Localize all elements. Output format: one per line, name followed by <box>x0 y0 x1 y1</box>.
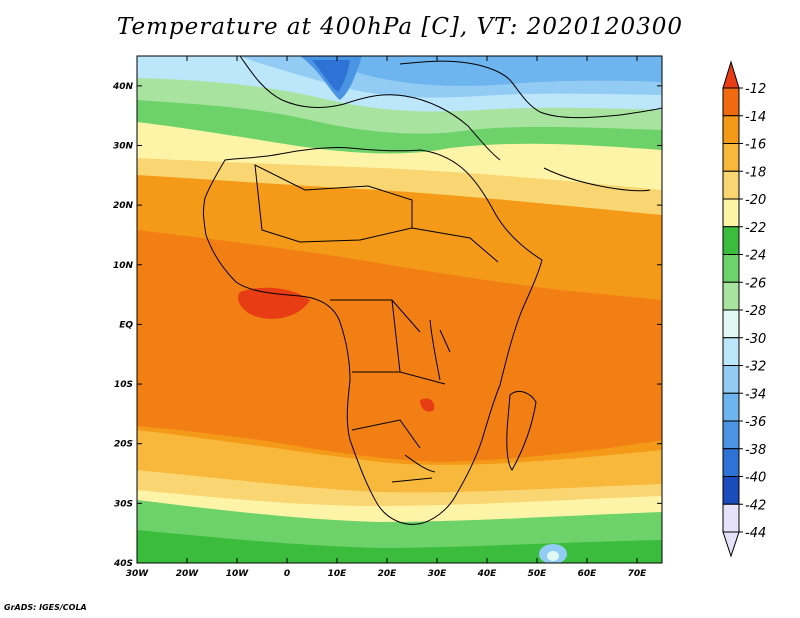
latitude-axis: 40N 30N 20N 10N EQ 10S 20S 30S 40S <box>112 82 662 569</box>
colorbar-label: -44 <box>745 526 766 541</box>
colorbar-box <box>722 115 740 144</box>
lon-tick-label: 10W <box>226 569 250 579</box>
colorbar-label: -42 <box>745 498 766 513</box>
lat-tick-label: 40S <box>113 559 133 569</box>
lat-tick-label: 30S <box>114 499 133 509</box>
lat-tick-label: 40N <box>112 82 134 92</box>
colorbar-label: -24 <box>745 249 766 264</box>
plot-frame <box>136 55 663 564</box>
coastlines <box>202 56 662 525</box>
colorbar-box <box>722 503 740 533</box>
lon-tick-label: 20W <box>176 569 200 579</box>
map-title: Temperature at 400hPa [C], VT: 202012030… <box>116 14 684 40</box>
colorbar-box <box>722 87 740 117</box>
colorbar-label: -36 <box>745 415 766 430</box>
colorbar-box <box>722 143 740 172</box>
colorbar-label: -22 <box>745 221 766 236</box>
colorbar-label: -40 <box>745 471 766 486</box>
colorbar-label: -20 <box>745 193 766 208</box>
colorbar-box <box>722 254 740 283</box>
grads-credit: GrADS: IGES/COLA <box>4 603 87 612</box>
lon-tick-label: 50E <box>528 569 548 579</box>
lat-tick-label: EQ <box>119 320 133 330</box>
colorbar-top-arrow <box>722 60 740 89</box>
colorbar-box <box>722 476 740 505</box>
lat-tick-label: 20S <box>114 440 133 450</box>
lat-tick-label: 20N <box>113 201 134 211</box>
colorbar: -12 -14 -16 -18 -20 -22 -24 -26 -28 -30 -32 -34 -36 -… <box>722 60 766 558</box>
colorbar-label: -12 <box>745 82 766 97</box>
lon-tick-label: 0 <box>284 569 290 579</box>
colorbar-label: -18 <box>745 165 766 180</box>
lat-tick-label: 10N <box>113 261 134 271</box>
lon-tick-label: 20E <box>378 569 398 579</box>
colorbar-label: -28 <box>745 304 766 319</box>
lon-tick-label: 60E <box>578 569 598 579</box>
colorbar-label: -16 <box>745 138 766 153</box>
colorbar-box <box>722 198 740 228</box>
lat-tick-label: 30N <box>113 141 134 151</box>
colorbar-box <box>722 309 740 339</box>
lat-tick-label: 10S <box>114 380 133 390</box>
colorbar-box <box>722 420 740 450</box>
colorbar-label: -30 <box>745 332 766 347</box>
colorbar-label: -32 <box>745 360 766 375</box>
colorbar-box <box>722 281 740 311</box>
colorbar-label: -14 <box>745 110 766 125</box>
lon-tick-label: 10E <box>328 569 348 579</box>
colorbar-box <box>722 448 740 477</box>
colorbar-box <box>722 170 740 200</box>
longitude-axis: 30W 20W 10W 0 10E 20E 30E 40E 50E 60E 70E <box>126 56 647 579</box>
colorbar-box <box>722 226 740 255</box>
colorbar-label: -38 <box>745 443 766 458</box>
lon-tick-label: 30E <box>428 569 448 579</box>
colorbar-label: -34 <box>745 387 766 402</box>
lon-tick-label: 40E <box>477 569 498 579</box>
lon-tick-label: 70E <box>628 569 648 579</box>
colorbar-label: -26 <box>745 276 766 291</box>
colorbar-box <box>722 365 740 394</box>
colorbar-bottom-arrow <box>722 531 740 558</box>
lon-tick-label: 30W <box>126 569 150 579</box>
temperature-field <box>137 56 662 563</box>
colorbar-box <box>722 337 740 366</box>
colorbar-box <box>722 392 740 422</box>
